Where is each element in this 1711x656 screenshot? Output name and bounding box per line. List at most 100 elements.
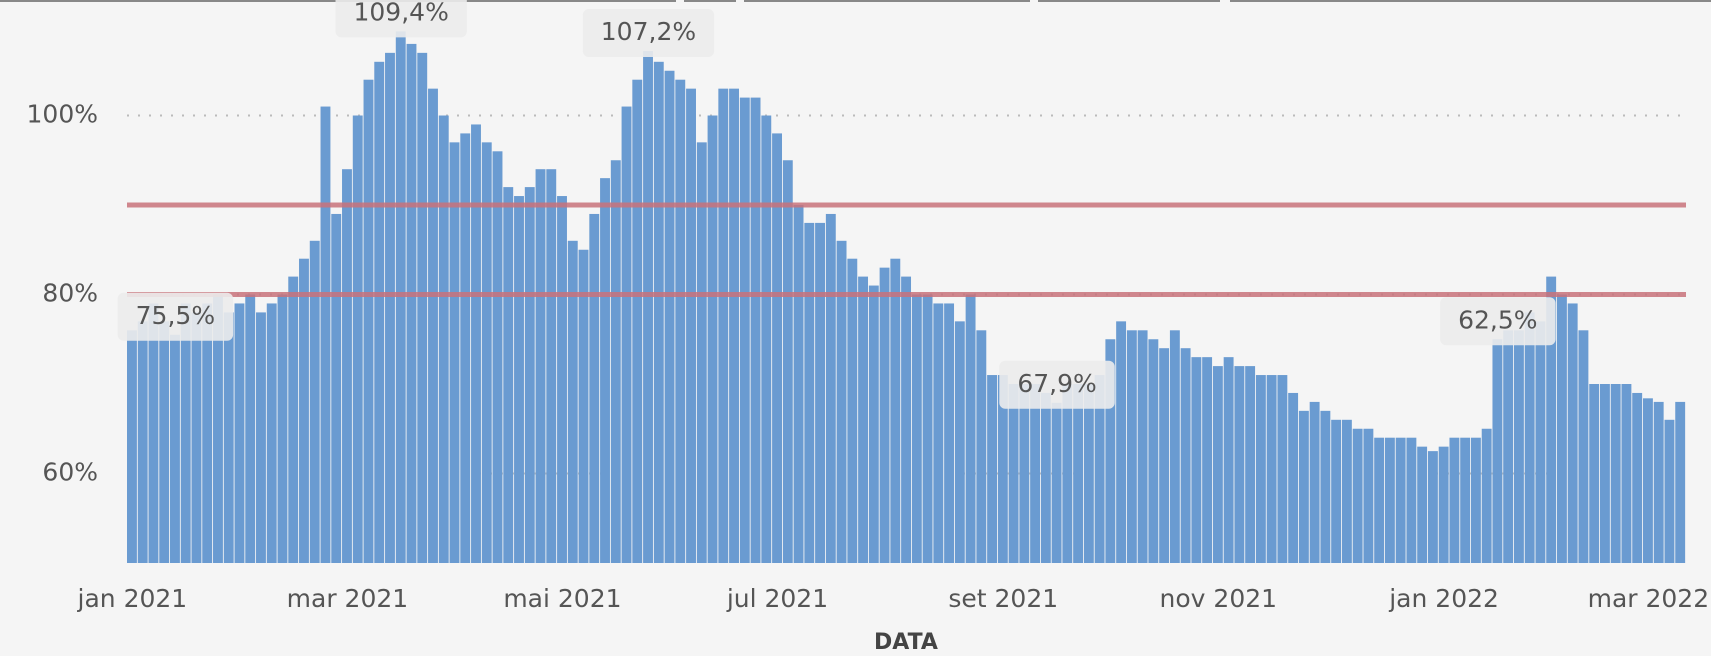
- bar: [804, 222, 815, 563]
- bar: [954, 321, 965, 563]
- bar: [1105, 339, 1116, 563]
- x-axis-title: DATA: [874, 630, 938, 655]
- bar: [428, 88, 438, 564]
- bar: [1363, 428, 1374, 563]
- bar: [170, 334, 180, 563]
- bar: [1567, 303, 1578, 563]
- bar: [675, 79, 686, 563]
- bar: [1384, 437, 1395, 563]
- bar: [1599, 384, 1610, 563]
- reference-lines: [127, 202, 1686, 297]
- bar: [1159, 348, 1170, 563]
- data-label-box: [1440, 297, 1556, 346]
- labels: 60% 80% 100% jan 2021 75,5% mar 2021 109,4% mai…: [27, 0, 1709, 613]
- bar: [1481, 428, 1492, 563]
- bar: [1449, 437, 1460, 563]
- bar: [750, 97, 761, 563]
- bar: [782, 160, 793, 563]
- bar: [514, 196, 524, 564]
- bar: [557, 196, 567, 564]
- bar: [1352, 428, 1363, 563]
- bar: [1169, 330, 1180, 563]
- bar: [234, 303, 245, 563]
- bar: [696, 142, 707, 563]
- bar: [1191, 357, 1202, 563]
- bar: [1664, 419, 1675, 563]
- bar: [965, 294, 976, 563]
- bar: [1524, 312, 1535, 563]
- bar: [524, 187, 535, 563]
- bar: [1148, 339, 1159, 563]
- bar: [180, 303, 191, 563]
- bar: [1234, 366, 1245, 563]
- bar: [191, 312, 202, 563]
- bar: [847, 258, 858, 563]
- bar: [460, 133, 471, 563]
- bar: [148, 303, 159, 563]
- bar: [911, 294, 922, 563]
- bar: [1675, 401, 1686, 563]
- bar: [1610, 384, 1621, 563]
- bar: [374, 61, 385, 564]
- bar: [1556, 294, 1567, 563]
- bar: [1438, 446, 1449, 563]
- x-tick-label: jan 2021: [77, 584, 188, 613]
- bar: [1632, 392, 1643, 563]
- bar: [256, 312, 266, 563]
- bar: [761, 115, 772, 563]
- bar: [868, 285, 879, 563]
- bar: [578, 249, 589, 563]
- bar: [1395, 437, 1406, 563]
- bar: [1277, 375, 1288, 563]
- bar: [643, 51, 653, 564]
- data-label-box: [999, 360, 1115, 409]
- bar: [901, 276, 912, 563]
- bar: [1492, 339, 1503, 563]
- bar: [1470, 437, 1481, 563]
- bar: [1202, 357, 1213, 563]
- bar: [503, 187, 514, 563]
- bar: [223, 312, 234, 563]
- bar: [1008, 384, 1019, 563]
- bar: [1417, 446, 1428, 563]
- bar: [793, 205, 804, 563]
- data-label-box: [582, 9, 715, 58]
- bar: [363, 79, 374, 563]
- bar: [1621, 384, 1632, 563]
- bar: [1040, 392, 1051, 563]
- x-tick-label: set 2021: [948, 584, 1058, 613]
- x-tick-label: jul 2021: [726, 584, 828, 613]
- data-label: 75,5%: [136, 301, 215, 330]
- bar: [1288, 392, 1299, 563]
- bar: [1116, 321, 1127, 563]
- bar: [729, 88, 739, 564]
- bars: [127, 31, 1686, 564]
- x-tick-label: nov 2021: [1160, 584, 1278, 613]
- bar: [1245, 366, 1256, 563]
- bar: [589, 213, 600, 563]
- bar: [1266, 375, 1277, 563]
- bar: [492, 151, 503, 564]
- bar: [944, 303, 955, 563]
- bar: [1374, 437, 1385, 563]
- bar: [890, 258, 901, 563]
- bar: [438, 115, 449, 563]
- bar: [342, 169, 352, 563]
- bar: [1083, 384, 1094, 563]
- bar: [1331, 419, 1342, 563]
- y-tick-label: 80%: [42, 279, 98, 308]
- bar: [997, 375, 1008, 563]
- bar: [331, 213, 342, 563]
- bar: [1030, 384, 1041, 563]
- x-tick-label: jan 2022: [1388, 584, 1499, 613]
- bar: [1094, 375, 1105, 563]
- bar: [1180, 348, 1191, 563]
- bar: [1320, 410, 1331, 563]
- bar: [406, 43, 417, 563]
- bar: [653, 61, 664, 564]
- bar: [815, 222, 826, 563]
- bar: [1019, 384, 1030, 563]
- bar: [535, 169, 546, 563]
- bar: [481, 142, 492, 563]
